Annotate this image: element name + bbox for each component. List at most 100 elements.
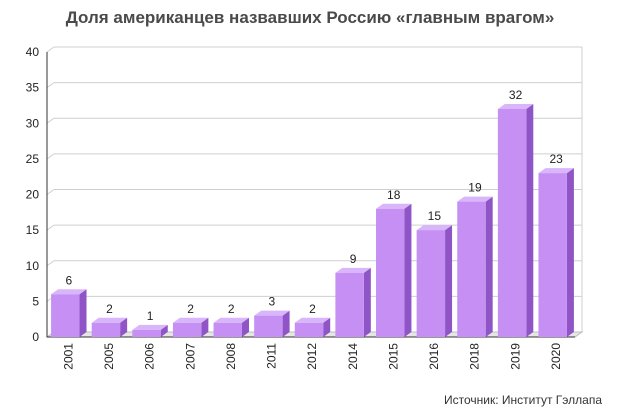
bar-front bbox=[51, 294, 80, 337]
bar bbox=[51, 289, 87, 337]
bar bbox=[132, 324, 168, 337]
data-label: 19 bbox=[468, 181, 482, 195]
bar-side bbox=[404, 203, 412, 337]
bar-top bbox=[254, 310, 290, 316]
x-tick-label: 2001 bbox=[62, 343, 76, 370]
bar-top bbox=[335, 267, 371, 273]
bar-front bbox=[132, 329, 161, 337]
bar bbox=[497, 104, 534, 337]
x-tick-label: 2015 bbox=[386, 343, 400, 370]
x-tick-label: 2016 bbox=[427, 343, 441, 370]
bar bbox=[91, 317, 128, 337]
y-tick-label: 35 bbox=[26, 81, 40, 95]
bar-front bbox=[538, 173, 567, 337]
bar-front bbox=[335, 272, 364, 337]
bar bbox=[376, 203, 412, 337]
x-tick-label: 2006 bbox=[143, 343, 157, 370]
bar-side bbox=[485, 196, 493, 337]
data-label: 2 bbox=[309, 302, 316, 316]
bar bbox=[213, 317, 249, 337]
bar-side bbox=[445, 225, 453, 337]
x-tick-label: 2020 bbox=[549, 343, 563, 370]
bar-top bbox=[294, 317, 331, 323]
bar-top bbox=[457, 196, 493, 202]
data-label: 2 bbox=[187, 302, 194, 316]
bar-front bbox=[457, 201, 486, 337]
bar-top bbox=[132, 324, 168, 330]
label-layer: 0 5 10 15 20 25 30 35 40 6 2001 2 2005 1 2006 2 2007 2 200… bbox=[26, 45, 564, 370]
bar-front bbox=[91, 322, 121, 337]
data-label: 2 bbox=[106, 302, 113, 316]
bar-front bbox=[497, 109, 527, 337]
data-label: 6 bbox=[65, 273, 72, 287]
y-tick-label: 0 bbox=[32, 330, 39, 344]
data-label: 3 bbox=[269, 295, 276, 309]
gridline-depth bbox=[46, 46, 55, 53]
bar-side bbox=[323, 317, 331, 337]
y-tick-label: 15 bbox=[26, 223, 40, 237]
gridline-depth bbox=[46, 117, 55, 124]
data-label: 23 bbox=[550, 152, 564, 166]
x-tick-label: 2012 bbox=[305, 343, 319, 370]
data-label: 32 bbox=[509, 88, 523, 102]
bar-side bbox=[201, 317, 209, 337]
y-tick-label: 25 bbox=[26, 152, 40, 166]
bar-side bbox=[160, 324, 168, 337]
bar-front bbox=[254, 315, 283, 337]
bar-front bbox=[172, 322, 202, 337]
bar-side bbox=[566, 168, 574, 337]
bar bbox=[457, 196, 493, 337]
bar-side bbox=[526, 104, 534, 337]
y-tick-label: 20 bbox=[26, 188, 40, 202]
bar-front bbox=[213, 322, 242, 337]
source-note: Источник: Институт Гэллапа bbox=[443, 393, 602, 407]
x-tick-label: 2007 bbox=[183, 343, 197, 370]
gridline-depth bbox=[46, 260, 55, 267]
x-tick-label: 2014 bbox=[346, 343, 360, 370]
gridline-depth bbox=[46, 82, 55, 89]
bar-front bbox=[294, 322, 324, 337]
x-tick-label: 2019 bbox=[508, 343, 522, 370]
x-tick-label: 2018 bbox=[468, 343, 482, 370]
gridline-depth bbox=[46, 189, 55, 195]
chart-title: Доля американцев назвавших Россию «главн… bbox=[65, 8, 555, 27]
bar-front bbox=[416, 230, 446, 337]
bar-top bbox=[416, 225, 453, 231]
bar bbox=[294, 317, 331, 337]
bar-top bbox=[91, 317, 128, 323]
bar-layer bbox=[51, 104, 574, 337]
data-label: 15 bbox=[428, 209, 442, 223]
bar-top bbox=[172, 317, 209, 323]
y-tick-label: 30 bbox=[26, 116, 40, 130]
bar-side bbox=[241, 317, 249, 337]
data-label: 18 bbox=[387, 188, 401, 202]
bar bbox=[172, 317, 209, 337]
bar-top bbox=[376, 203, 412, 209]
gridline-depth bbox=[46, 224, 55, 231]
bar bbox=[335, 267, 371, 337]
bar-top bbox=[497, 104, 534, 109]
bar-side bbox=[120, 317, 128, 337]
bar bbox=[254, 310, 290, 337]
bar-front bbox=[376, 208, 405, 337]
data-label: 1 bbox=[147, 309, 154, 323]
bar-top bbox=[538, 168, 574, 174]
axis-layer bbox=[46, 52, 575, 338]
bar-top bbox=[51, 289, 87, 295]
y-tick-label: 5 bbox=[32, 294, 39, 308]
x-tick-label: 2008 bbox=[224, 343, 238, 370]
data-label: 2 bbox=[228, 302, 235, 316]
y-tick-label: 40 bbox=[26, 45, 40, 59]
bar-top bbox=[213, 317, 249, 323]
gridline-depth bbox=[46, 153, 55, 160]
bar bbox=[416, 225, 453, 337]
bar-side bbox=[79, 289, 87, 337]
bar bbox=[538, 168, 574, 337]
x-tick-label: 2011 bbox=[265, 343, 279, 369]
bar-side bbox=[363, 267, 371, 337]
x-tick-label: 2005 bbox=[102, 343, 116, 370]
data-label: 9 bbox=[350, 252, 357, 266]
bar-side bbox=[282, 310, 290, 337]
y-tick-label: 10 bbox=[26, 259, 40, 273]
